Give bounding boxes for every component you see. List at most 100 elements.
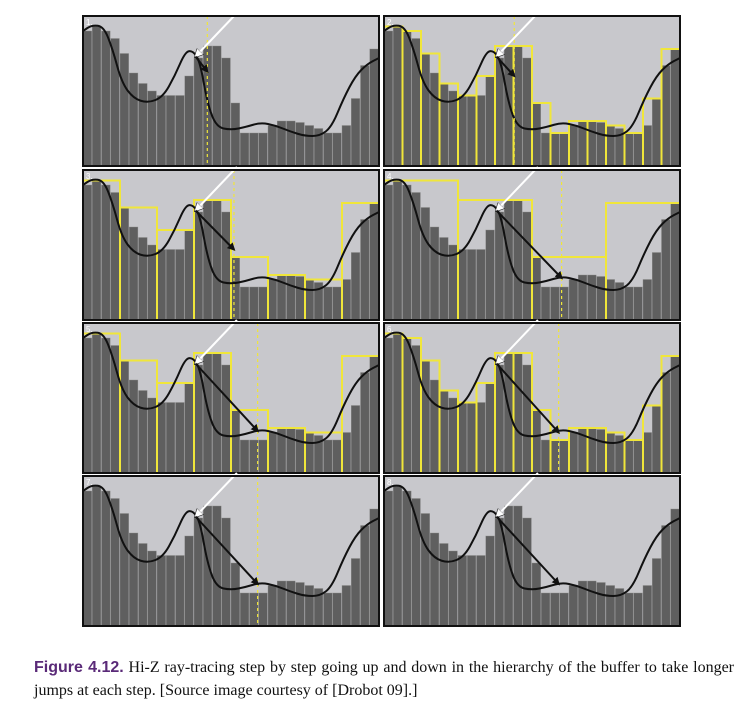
depth-bar [642,585,652,627]
depth-bar [240,132,250,167]
depth-bar [184,382,194,474]
depth-bar [476,95,486,167]
depth-bar [221,57,231,167]
surface-curve [383,331,681,445]
depth-bar [175,402,185,474]
depth-bar [249,286,259,321]
depth-bar [295,276,305,321]
depth-bar [624,132,634,167]
depth-bar [661,525,671,627]
depth-bar [420,360,430,474]
depth-bar [467,555,477,627]
depth-bar [596,122,606,167]
surface-curve [82,24,380,138]
depth-bar [166,95,176,167]
depth-bar [661,65,671,167]
figure-label: Figure 4.12. [34,659,124,676]
depth-bar [341,432,351,474]
depth-bar [420,53,430,167]
view-ray-arrow [195,166,238,211]
depth-bar [304,125,314,167]
view-ray-arrow [496,12,539,57]
depth-bar [369,508,379,627]
depth-bar [119,207,129,321]
depth-bar [286,120,296,167]
depth-bar [304,279,314,321]
depth-bar [156,555,166,627]
reflection-ray-arrow [194,209,236,251]
depth-bar [360,219,370,321]
depth-bar [258,592,268,627]
panel-frame [383,322,681,474]
depth-bar [513,505,523,627]
panel-7: 7. [82,472,380,627]
depth-bar [541,132,551,167]
view-ray-arrow [496,319,539,364]
depth-bar [605,125,615,167]
depth-bar [351,98,361,167]
depth-bar [485,229,495,321]
panel-frame [82,169,380,321]
depth-bar [504,352,514,474]
depth-bar [467,95,477,167]
depth-bar [249,439,259,474]
depth-bar [203,199,213,321]
depth-bar [633,439,643,474]
depth-bar [138,237,148,321]
reflection-ray-arrow [194,55,209,74]
depth-bar [467,402,477,474]
depth-bar [230,562,240,627]
depth-bar [652,98,662,167]
depth-bar [258,132,268,167]
depth-bar [360,372,370,474]
depth-bar [550,286,560,321]
view-ray-arrow [195,319,238,364]
depth-bar [92,26,102,167]
depth-bar [383,30,393,167]
depth-bar [522,211,532,321]
depth-bar [513,352,523,474]
depth-bar [633,592,643,627]
panel-6: 6. [383,319,681,474]
depth-bar [341,125,351,167]
depth-bar [605,432,615,474]
depth-bar [504,505,514,627]
depth-bar [332,439,342,474]
reflection-ray-arrow [495,362,560,434]
depth-bar [92,486,102,627]
depth-bar [304,585,314,627]
depth-bar [559,592,569,627]
panel-2: 2. [383,12,681,167]
depth-bar [587,427,597,474]
depth-bar [402,490,412,627]
depth-bar [92,180,102,321]
depth-bar [175,555,185,627]
depth-bar [541,439,551,474]
reflection-ray-arrow [495,55,516,78]
depth-bar [652,558,662,627]
depth-bar [531,562,541,627]
depth-bar [166,402,176,474]
depth-bar [596,276,606,321]
depth-bar [166,249,176,321]
depth-bar [642,432,652,474]
depth-bar [156,402,166,474]
depth-bar [129,532,139,627]
surface-curve [82,178,380,292]
depth-bar [351,558,361,627]
depth-bar [129,72,139,167]
depth-bar [101,30,111,167]
depth-bar [129,379,139,474]
view-ray-arrow [496,472,539,517]
depth-bar [138,390,148,474]
view-ray-arrow [496,166,539,211]
depth-bar [587,274,597,321]
depth-bar [624,592,634,627]
depth-bar [420,513,430,627]
depth-bar [295,122,305,167]
depth-bar [420,207,430,321]
depth-bar [402,184,412,321]
depth-bar [393,26,403,167]
depth-bar [541,592,551,627]
